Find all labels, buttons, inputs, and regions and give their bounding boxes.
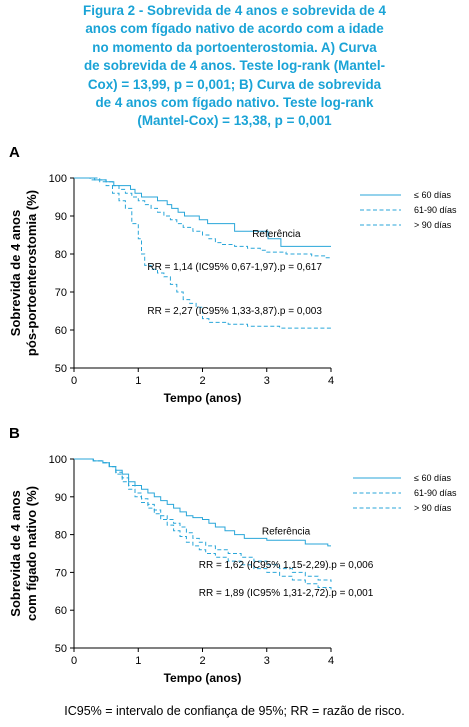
y-tick-label: 90 bbox=[55, 211, 67, 223]
x-tick-label: 4 bbox=[328, 375, 334, 387]
y-tick-label: 100 bbox=[49, 173, 67, 185]
y-tick-label: 80 bbox=[55, 530, 67, 542]
chart-annotation: RR = 1,89 (IC95% 1,31-2,72).p = 0,001 bbox=[199, 588, 374, 599]
x-tick-label: 4 bbox=[328, 655, 334, 667]
caption-line: de sobrevida de 4 anos. Teste log-rank (… bbox=[83, 58, 386, 74]
x-axis-title: Tempo (anos) bbox=[164, 391, 242, 405]
caption-line: no momento da portoenterostomia. A) Curv… bbox=[92, 39, 377, 55]
x-tick-label: 1 bbox=[135, 655, 141, 667]
x-tick-label: 2 bbox=[199, 375, 205, 387]
footnote: IC95% = intervalo de confiança de 95%; R… bbox=[64, 704, 405, 718]
legend-label: 61-90 días bbox=[414, 488, 457, 498]
y-tick-label: 70 bbox=[55, 567, 67, 579]
chart-annotation: Referência bbox=[262, 527, 311, 538]
y-tick-label: 60 bbox=[55, 605, 67, 617]
legend-label: ≤ 60 días bbox=[414, 190, 451, 200]
survival-curve-series-2 bbox=[74, 177, 331, 259]
y-tick-label: 100 bbox=[49, 454, 67, 466]
chart-annotation: RR = 1,14 (IC95% 0,67-1,97).p = 0,617 bbox=[147, 262, 322, 273]
survival-curve-series-1 bbox=[74, 458, 331, 547]
survival-curve-series-1 bbox=[74, 177, 331, 247]
chart-annotation: RR = 2,27 (IC95% 1,33-3,87).p = 0,003 bbox=[147, 306, 322, 317]
chart-annotation: RR = 1,62 (IC95% 1,15-2,29).p = 0,006 bbox=[199, 560, 374, 571]
x-tick-label: 0 bbox=[71, 375, 77, 387]
x-tick-label: 2 bbox=[199, 655, 205, 667]
caption-line: Figura 2 - Sobrevida de 4 anos e sobrevi… bbox=[83, 3, 386, 18]
y-axis-title: Sobrevida de 4 anos bbox=[8, 490, 23, 616]
x-tick-label: 1 bbox=[135, 375, 141, 387]
panel-label: A bbox=[9, 144, 20, 161]
caption-line: Cox) = 13,99, p = 0,001; B) Curva de sob… bbox=[87, 76, 382, 92]
y-axis-title: com fígado nativo (%) bbox=[24, 486, 39, 621]
x-tick-label: 3 bbox=[264, 655, 270, 667]
legend-label: > 90 días bbox=[414, 503, 452, 513]
caption-line: (Mantel-Cox) = 13,38, p = 0,001 bbox=[137, 113, 332, 129]
y-axis-title: Sobrevida de 4 anos bbox=[8, 210, 23, 336]
panel-label: B bbox=[9, 425, 20, 442]
caption-line: de 4 anos com fígado nativo. Teste log-r… bbox=[95, 95, 374, 111]
x-tick-label: 3 bbox=[264, 375, 270, 387]
y-tick-label: 60 bbox=[55, 325, 67, 337]
legend-label: 61-90 días bbox=[414, 205, 457, 215]
figure-caption: Figura 2 - Sobrevida de 4 anos e sobrevi… bbox=[0, 2, 469, 131]
x-axis-title: Tempo (anos) bbox=[164, 671, 242, 685]
survival-curve-series-2 bbox=[74, 458, 332, 582]
legend-label: > 90 días bbox=[414, 220, 452, 230]
y-axis-title: pós-portoenterostomia (%) bbox=[24, 190, 39, 356]
caption-line: anos com fígado nativo de acordo com a i… bbox=[85, 21, 384, 37]
y-tick-label: 50 bbox=[55, 363, 67, 375]
y-tick-label: 90 bbox=[55, 492, 67, 504]
x-tick-label: 0 bbox=[71, 655, 77, 667]
y-tick-label: 50 bbox=[55, 643, 67, 655]
survival-curve-series-3 bbox=[74, 458, 332, 590]
legend-label: ≤ 60 días bbox=[414, 473, 451, 483]
y-tick-label: 80 bbox=[55, 249, 67, 261]
y-tick-label: 70 bbox=[55, 287, 67, 299]
chart-annotation: Referência bbox=[252, 229, 301, 240]
